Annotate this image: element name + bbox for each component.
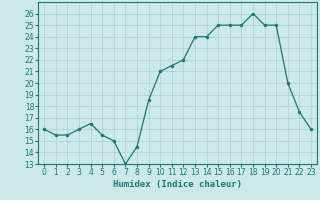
X-axis label: Humidex (Indice chaleur): Humidex (Indice chaleur) bbox=[113, 180, 242, 189]
